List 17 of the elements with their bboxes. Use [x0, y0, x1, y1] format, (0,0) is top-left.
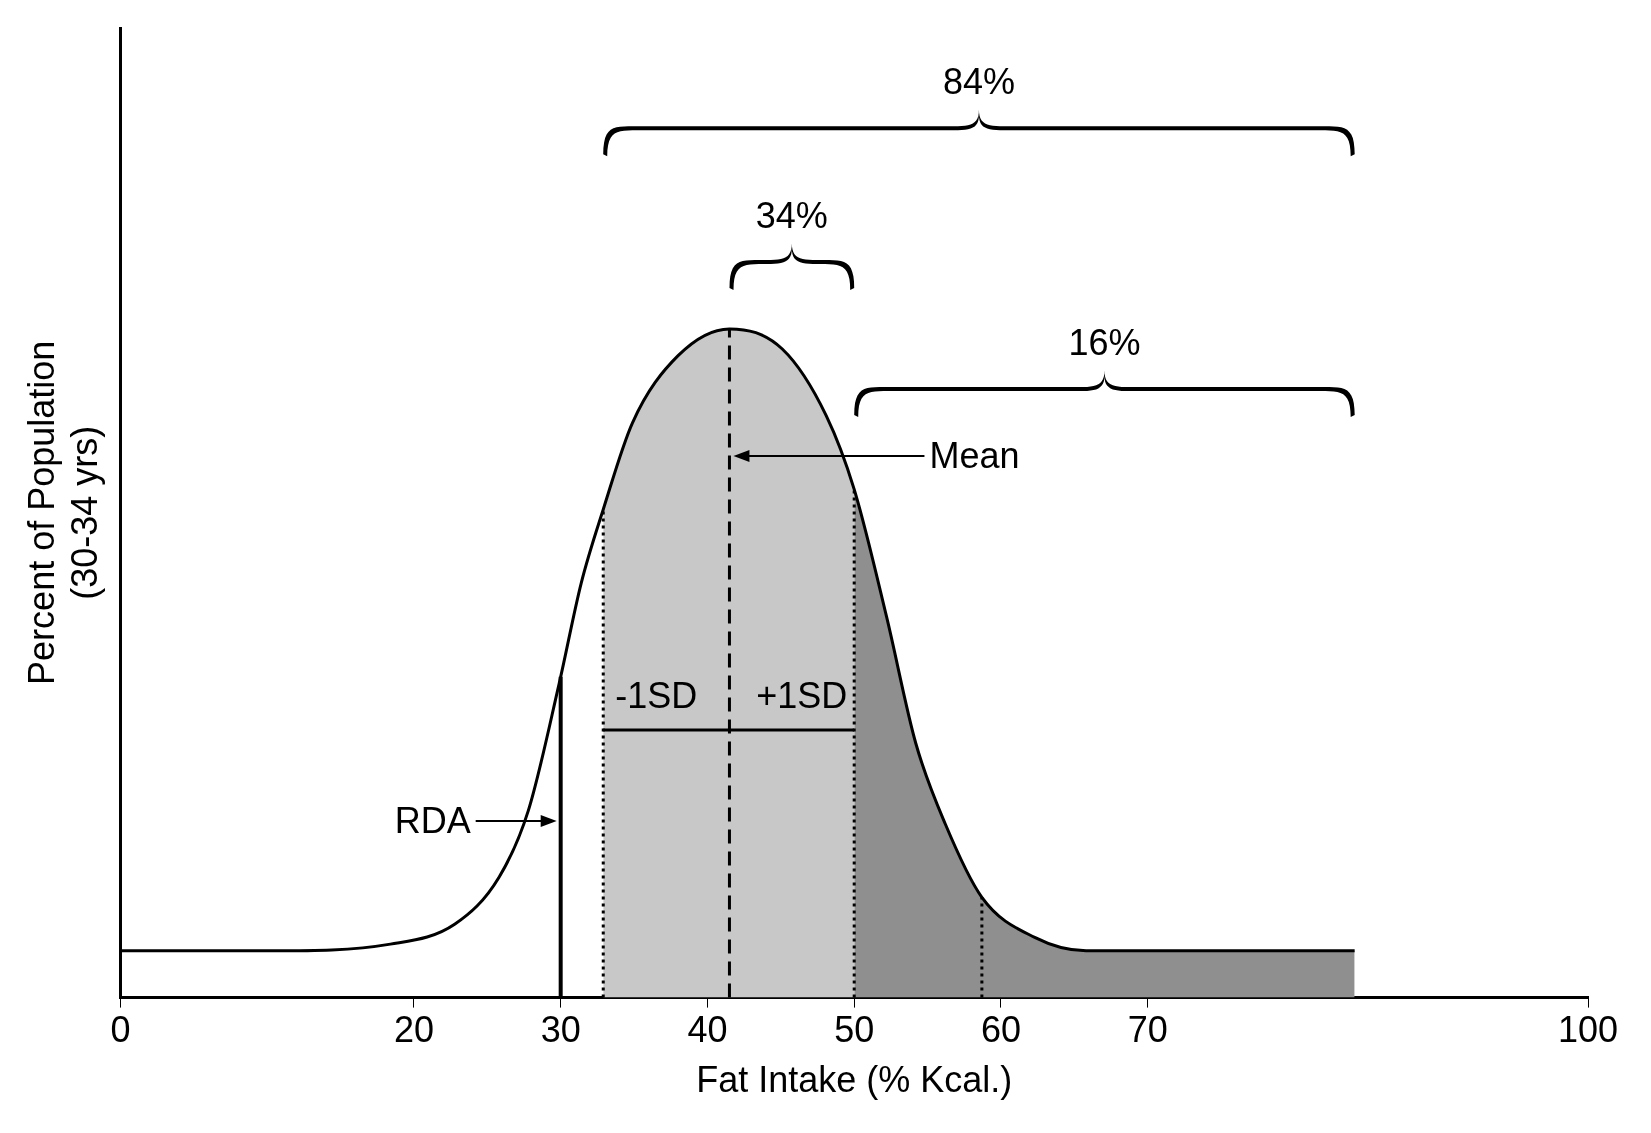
x-axis-title: Fat Intake (% Kcal.)	[696, 1059, 1013, 1101]
y-axis-title: Percent of Population (30-34 yrs)	[20, 340, 105, 685]
x-tick-label: 60	[980, 1009, 1021, 1051]
x-tick-label: 0	[110, 1009, 131, 1051]
x-tick-label: 50	[834, 1009, 875, 1051]
annotation: Mean	[929, 434, 1020, 476]
x-tick-label: 70	[1127, 1009, 1168, 1051]
x-tick-label: 20	[393, 1009, 434, 1051]
text: 84%	[942, 61, 1015, 103]
annotation: +1SD	[756, 675, 848, 717]
x-tick-label: 100	[1557, 1009, 1619, 1051]
annotation: RDA	[394, 800, 471, 842]
annotation: -1SD	[615, 675, 698, 717]
x-tick-label: 40	[687, 1009, 728, 1051]
annotation: 16%	[1068, 322, 1141, 364]
text: 34%	[755, 195, 828, 237]
x-tick-label: 30	[540, 1009, 581, 1051]
